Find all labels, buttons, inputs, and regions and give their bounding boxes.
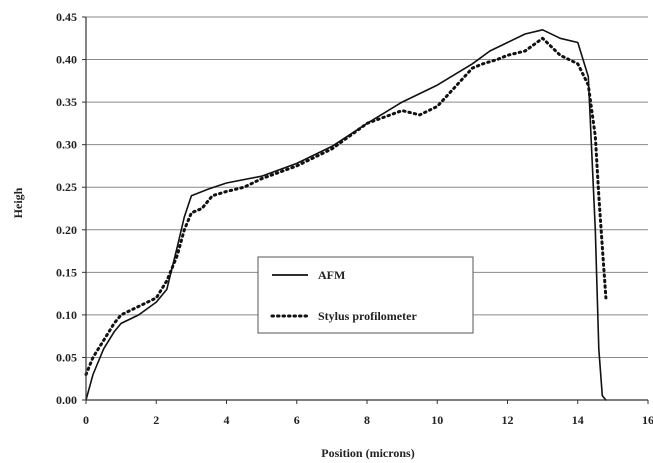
x-tick-label: 6: [294, 413, 300, 427]
axes: [82, 16, 649, 404]
y-tick-label: 0.15: [56, 265, 77, 279]
x-tick-label: 12: [502, 413, 514, 427]
legend-afm-label: AFM: [318, 268, 345, 282]
y-tick-label: 0.45: [56, 10, 77, 24]
y-tick-label: 0.35: [56, 95, 77, 109]
series-lines: [84, 28, 608, 401]
y-tick-label: 0.10: [56, 308, 77, 322]
x-tick-label: 16: [642, 413, 653, 427]
grid-lines: [86, 16, 648, 358]
y-tick-label: 0.05: [56, 350, 77, 364]
series-line-stylus: [84, 36, 608, 376]
legend: AFM Stylus profilometer: [257, 256, 474, 334]
x-axis-title: Position (microns): [321, 446, 414, 460]
y-tick-label: 0.30: [56, 138, 77, 152]
x-tick-label: 10: [431, 413, 443, 427]
x-tick-label: 0: [83, 413, 89, 427]
x-tick-label: 4: [224, 413, 230, 427]
y-tick-label: 0.20: [56, 223, 77, 237]
tick-labels: 0.00 0.05 0.10 0.15 0.20 0.25 0.30 0.35 0.40 0.45…: [56, 10, 653, 427]
y-tick-label: 0.00: [56, 393, 77, 407]
legend-box: [257, 256, 474, 334]
series-line-afm: [85, 28, 607, 401]
x-tick-label: 2: [153, 413, 159, 427]
y-axis-title: Heigh: [11, 187, 25, 218]
x-tick-label: 14: [572, 413, 584, 427]
x-tick-label: 8: [364, 413, 370, 427]
y-tick-label: 0.40: [56, 53, 77, 67]
legend-stylus-label: Stylus profilometer: [318, 309, 417, 323]
y-tick-label: 0.25: [56, 180, 77, 194]
